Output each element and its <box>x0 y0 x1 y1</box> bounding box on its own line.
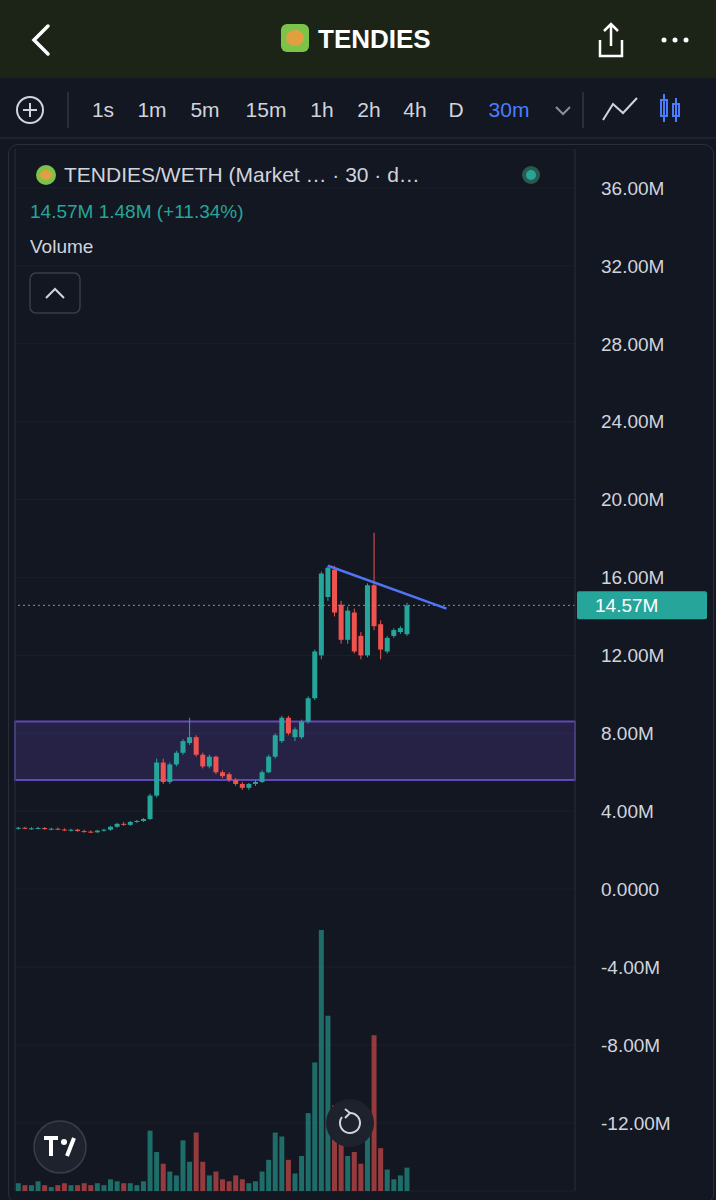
html-text:4h: 4h <box>403 98 427 121</box>
svg-text:8.00M: 8.00M <box>601 723 654 744</box>
svg-text:0.0000: 0.0000 <box>601 879 659 900</box>
html-text:15m: 15m <box>245 98 287 121</box>
svg-text:16.00M: 16.00M <box>601 567 664 588</box>
html-text:1m: 1m <box>137 98 167 121</box>
html-text:5m: 5m <box>190 98 220 121</box>
svg-text:-12.00M: -12.00M <box>601 1113 671 1134</box>
svg-text:36.00M: 36.00M <box>601 178 664 199</box>
svg-text:-8.00M: -8.00M <box>601 1035 660 1056</box>
html-text:D: D <box>448 98 464 121</box>
svg-text:32.00M: 32.00M <box>601 256 664 277</box>
svg-text:-4.00M: -4.00M <box>601 957 660 978</box>
html-text:1h: 1h <box>310 98 334 121</box>
html-text:Volume: Volume <box>30 236 94 257</box>
html-text:TENDIES: TENDIES <box>318 24 431 54</box>
svg-text:14.57M: 14.57M <box>595 595 658 616</box>
html-text:30m: 30m <box>488 98 530 121</box>
html-text:14.57M 1.48M (+11.34%): 14.57M 1.48M (+11.34%) <box>30 201 244 222</box>
html-text:1s: 1s <box>91 98 115 121</box>
svg-text:20.00M: 20.00M <box>601 489 664 510</box>
svg-text:28.00M: 28.00M <box>601 334 664 355</box>
svg-text:24.00M: 24.00M <box>601 411 664 432</box>
svg-text:12.00M: 12.00M <box>601 645 664 666</box>
html-text:TENDIES/WETH (Market … · 30 ·: TENDIES/WETH (Market … · 30 · d… <box>64 163 420 186</box>
svg-text:4.00M: 4.00M <box>601 801 654 822</box>
html-text:2h: 2h <box>357 98 381 121</box>
